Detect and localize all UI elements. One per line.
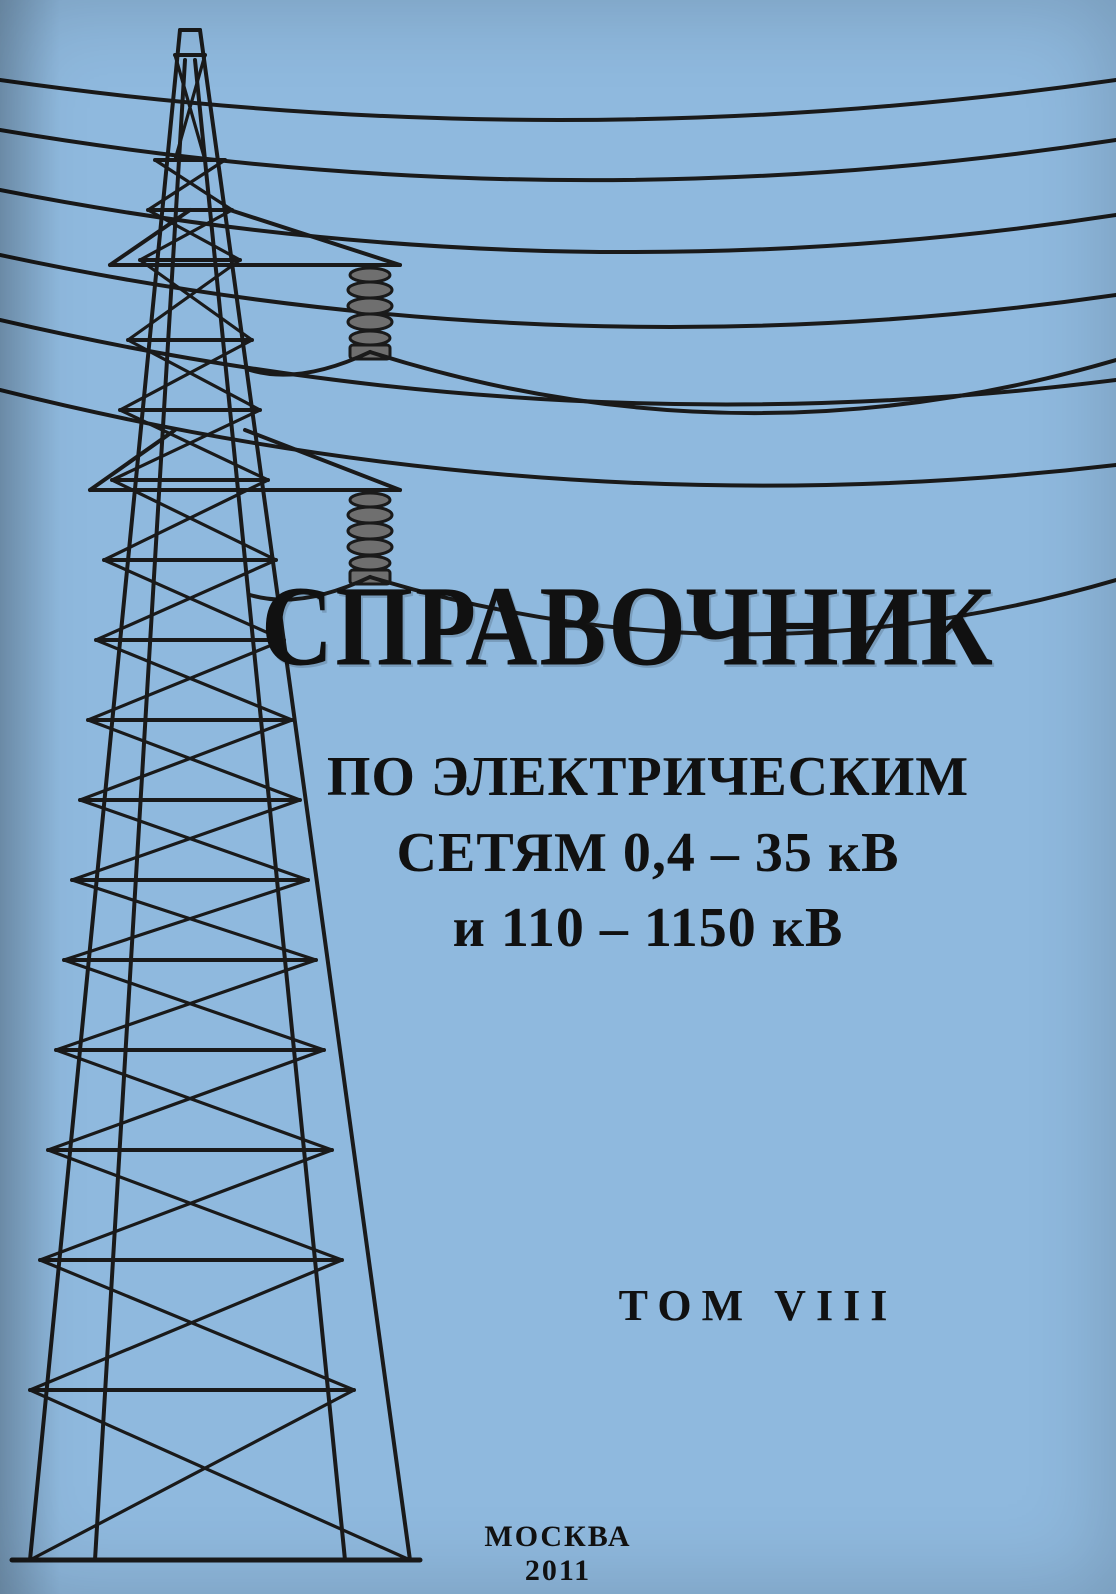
book-cover: СПРАВОЧНИК ПО ЭЛЕКТРИЧЕСКИМ СЕТЯМ 0,4 – … xyxy=(0,0,1116,1594)
publication-year: 2011 xyxy=(0,1554,1116,1588)
book-title: СПРАВОЧНИК xyxy=(180,560,1076,692)
subtitle-line-2: СЕТЯМ 0,4 – 35 кВ xyxy=(240,816,1056,892)
subtitle-line-1: ПО ЭЛЕКТРИЧЕСКИМ xyxy=(240,740,1056,816)
publisher-city: МОСКВА xyxy=(0,1520,1116,1554)
book-subtitle: ПО ЭЛЕКТРИЧЕСКИМ СЕТЯМ 0,4 – 35 кВ и 110… xyxy=(240,740,1056,967)
subtitle-line-3: и 110 – 1150 кВ xyxy=(240,891,1056,967)
volume-label: ТОМ VIII xyxy=(520,1280,996,1331)
